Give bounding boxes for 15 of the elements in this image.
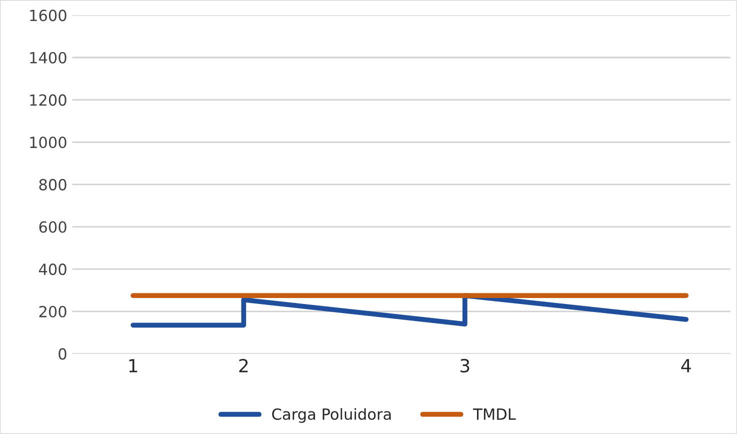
y-tick-label: 0 [58,348,66,360]
y-tick-label: 800 [39,178,66,190]
y-tick-label: 600 [39,221,66,233]
x-tick-label: 2 [239,358,248,372]
y-tick-label: 1600 [30,10,66,22]
y-tick-label: 1000 [30,136,66,148]
legend-label: TMDL [473,408,516,420]
y-tick-label: 1400 [30,52,66,64]
x-tick-label: 4 [681,359,691,372]
x-tick-label: 1 [129,359,138,372]
legend-label: Carga Poluidora [272,408,391,423]
y-tick-label: 1200 [30,94,66,106]
y-tick-label: 200 [39,306,66,318]
x-tick-label: 3 [460,358,470,373]
y-tick-label: 400 [38,264,66,276]
